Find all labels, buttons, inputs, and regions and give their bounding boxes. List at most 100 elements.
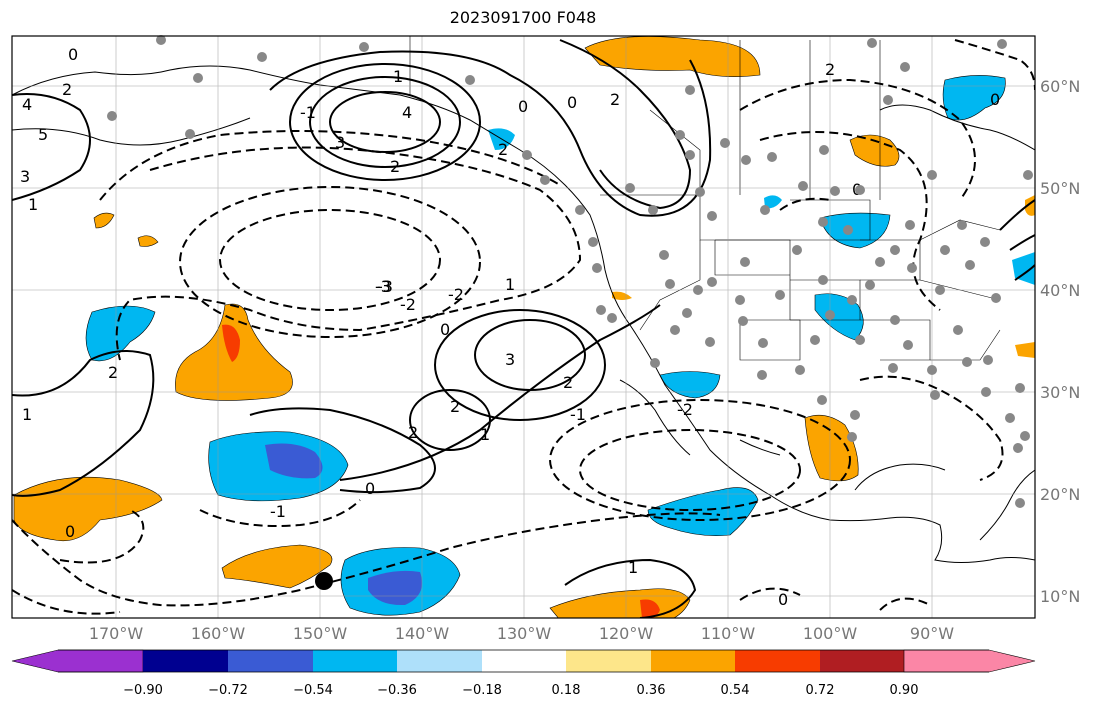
colorbar-tick-label: 0.72 <box>805 683 835 698</box>
positive-anomaly-region <box>137 235 159 247</box>
colorbar-tick-label: −0.72 <box>208 683 248 698</box>
positive-anomaly-region <box>640 599 660 618</box>
negative-anomaly-region <box>265 443 323 479</box>
colorbar-segment <box>820 650 904 672</box>
positive-contours <box>12 39 1035 618</box>
positive-anomaly-region <box>849 134 900 167</box>
positive-anomaly-region <box>93 212 115 229</box>
negative-anomaly-region <box>368 570 423 606</box>
colorbar-tick-label: 0.36 <box>636 683 666 698</box>
positive-anomaly-region <box>1025 195 1035 216</box>
coastlines <box>12 65 1035 563</box>
positive-anomaly-region <box>612 291 632 300</box>
colorbar-segment <box>143 650 228 672</box>
contour-label: 1 <box>22 405 32 424</box>
contour-label: 1 <box>393 67 403 86</box>
contour-label: 1 <box>628 558 638 577</box>
colorbar-tick-label: −0.36 <box>377 683 417 698</box>
lon-label: 130°W <box>496 624 552 643</box>
colorbar-tick-label: 0.54 <box>720 683 750 698</box>
colorbar <box>11 649 1036 673</box>
contour-label: 2 <box>610 90 620 109</box>
lon-label: 100°W <box>802 624 858 643</box>
colorbar-segment <box>735 650 820 672</box>
lon-label: 120°W <box>598 624 654 643</box>
lon-label: 90°W <box>909 624 955 643</box>
contour-label: 3 <box>20 167 30 186</box>
negative-anomaly-region <box>1012 252 1035 285</box>
lon-label: 150°W <box>292 624 348 643</box>
contour-label: 2 <box>390 157 400 176</box>
colorbar-tick-label: 0.18 <box>551 683 581 698</box>
contour-label: 0 <box>68 45 78 64</box>
contour-label: 1 <box>480 425 490 444</box>
positive-anomaly-region <box>221 544 333 589</box>
contour-label: 1 <box>28 195 38 214</box>
weather-map[interactable]: 0 2 4 5 3 1 -1 -2 -3 2 0 1 3 2 4 0 2 1 -… <box>0 0 1102 640</box>
colorbar-segment <box>11 649 144 673</box>
lon-label: 140°W <box>394 624 450 643</box>
contour-label: -2 <box>448 285 464 304</box>
lat-label: 10°N <box>1040 587 1081 606</box>
contour-label: 0 <box>440 320 450 339</box>
contour-label: 1 <box>505 275 515 294</box>
contour-label: 2 <box>825 60 835 79</box>
negative-anomaly-region <box>764 195 782 209</box>
lon-label: 170°W <box>88 624 144 643</box>
station-markers <box>107 35 1033 508</box>
contour-label: -1 <box>300 103 316 122</box>
lat-label: 30°N <box>1040 383 1081 402</box>
contour-label: 2 <box>450 397 460 416</box>
negative-contours <box>12 39 1035 615</box>
contour-label: 0 <box>567 93 577 112</box>
negative-anomaly-region <box>647 487 759 536</box>
negative-anomaly-region <box>659 371 721 399</box>
lon-label: 160°W <box>190 624 246 643</box>
shaded-anomalies <box>13 36 1035 618</box>
contour-label: -3 <box>375 277 391 296</box>
colorbar-segment <box>228 650 313 672</box>
contour-label: 5 <box>38 125 48 144</box>
negative-anomaly-region <box>814 293 864 341</box>
contour-label: 2 <box>563 373 573 392</box>
positive-anomaly-region <box>222 324 240 362</box>
contour-label: 3 <box>505 350 515 369</box>
colorbar-tick-label: −0.18 <box>462 683 502 698</box>
contour-label: 0 <box>65 522 75 541</box>
colorbar-tick-label: 0.90 <box>889 683 919 698</box>
contour-label: -2 <box>677 400 693 419</box>
colorbar-segment <box>903 649 1036 673</box>
map-title: 2023091700 F048 <box>449 8 597 27</box>
lat-label: 60°N <box>1040 77 1081 96</box>
lon-label: 110°W <box>700 624 756 643</box>
contour-label: 2 <box>108 363 118 382</box>
contour-label: 2 <box>498 140 508 159</box>
contour-label: 0 <box>778 590 788 609</box>
contour-label: -2 <box>400 295 416 314</box>
colorbar-tick-label: −0.90 <box>123 683 163 698</box>
positive-anomaly-region <box>804 414 859 482</box>
contour-label: 4 <box>402 103 412 122</box>
negative-anomaly-region <box>85 305 156 362</box>
colorbar-tick-label: −0.54 <box>293 683 333 698</box>
positive-anomaly-region <box>1015 342 1035 358</box>
contour-label: -3 <box>377 277 393 296</box>
negative-anomaly-region <box>819 212 891 249</box>
contour-label: 2 <box>62 80 72 99</box>
map-frame <box>11 35 1036 619</box>
contour-label: 0 <box>518 97 528 116</box>
colorbar-segment <box>397 650 482 672</box>
lat-label: 50°N <box>1040 179 1081 198</box>
contour-label: 0 <box>365 479 375 498</box>
lat-label: 20°N <box>1040 485 1081 504</box>
map-background <box>12 36 1035 618</box>
contour-label: -1 <box>570 405 586 424</box>
colorbar-segment <box>566 650 651 672</box>
contour-label: 2 <box>408 423 418 442</box>
storm-center-marker[interactable] <box>315 572 333 590</box>
lat-label: 40°N <box>1040 281 1081 300</box>
contour-label: 0 <box>990 90 1000 109</box>
contour-label: -1 <box>270 502 286 521</box>
contour-label: 4 <box>22 95 32 114</box>
contour-label: 3 <box>335 133 345 152</box>
